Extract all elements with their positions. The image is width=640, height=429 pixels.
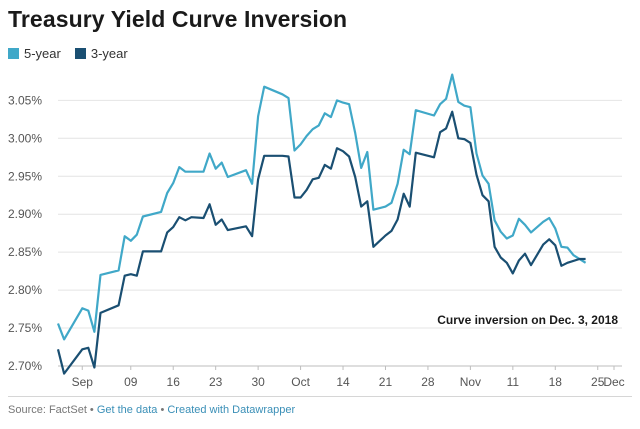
x-tick-label: 14 bbox=[336, 375, 350, 389]
footer: Source: FactSet • Get the data • Created… bbox=[8, 404, 295, 416]
annotation-text: Curve inversion on Dec. 3, 2018 bbox=[437, 313, 618, 327]
footer-separator: • bbox=[86, 404, 97, 416]
x-tick-label: 16 bbox=[167, 375, 181, 389]
footer-separator: • bbox=[157, 404, 168, 416]
datawrapper-link[interactable]: Created with Datawrapper bbox=[167, 404, 296, 416]
footer-divider bbox=[8, 396, 632, 397]
source-text: Source: FactSet bbox=[8, 404, 87, 416]
x-tick-label: Nov bbox=[460, 375, 481, 389]
x-tick-label: 28 bbox=[421, 375, 435, 389]
chart-title: Treasury Yield Curve Inversion bbox=[8, 6, 348, 32]
y-tick-label: 2.75% bbox=[8, 321, 42, 335]
line-chart: 2.70% 2.75% 2.80% 2.85% 2.90% 2.95% 3.00% 3.05%… bbox=[8, 73, 625, 389]
x-tick-label: Dec bbox=[603, 375, 624, 389]
get-data-link[interactable]: Get the data bbox=[96, 404, 158, 416]
y-tick-label: 2.90% bbox=[8, 207, 42, 221]
x-tick-label: 11 bbox=[507, 375, 520, 389]
y-axis-labels: 2.70% 2.75% 2.80% 2.85% 2.90% 2.95% 3.00% 3.05% bbox=[8, 93, 42, 373]
legend-swatch-3-year bbox=[74, 48, 86, 59]
series-line-5-year bbox=[56, 73, 587, 341]
legend-label-5-year: 5-year bbox=[24, 46, 61, 61]
x-tick-label: Sep bbox=[72, 375, 94, 389]
x-tick-label: Oct bbox=[291, 375, 310, 389]
x-tick-label: 30 bbox=[251, 375, 265, 389]
x-tick-label: 09 bbox=[124, 375, 138, 389]
y-tick-label: 2.85% bbox=[8, 245, 42, 259]
series-lines bbox=[56, 73, 587, 375]
x-tick-label: 18 bbox=[549, 375, 563, 389]
y-tick-label: 2.70% bbox=[8, 359, 42, 373]
x-tick-label: 21 bbox=[379, 375, 393, 389]
legend-item-5-year: 5-year bbox=[8, 46, 61, 61]
y-tick-label: 2.80% bbox=[8, 283, 42, 297]
legend: 5-year 3-year bbox=[8, 46, 128, 61]
x-tick-label: 25 bbox=[591, 375, 605, 389]
legend-item-3-year: 3-year bbox=[74, 46, 128, 61]
y-tick-label: 3.00% bbox=[8, 131, 42, 145]
series-line-3-year bbox=[56, 110, 586, 375]
y-tick-label: 2.95% bbox=[8, 169, 42, 183]
grid-lines bbox=[58, 99, 622, 370]
legend-label-3-year: 3-year bbox=[90, 46, 128, 61]
legend-swatch-5-year bbox=[8, 48, 19, 59]
y-tick-label: 3.05% bbox=[8, 93, 42, 107]
x-tick-label: 23 bbox=[209, 375, 223, 389]
